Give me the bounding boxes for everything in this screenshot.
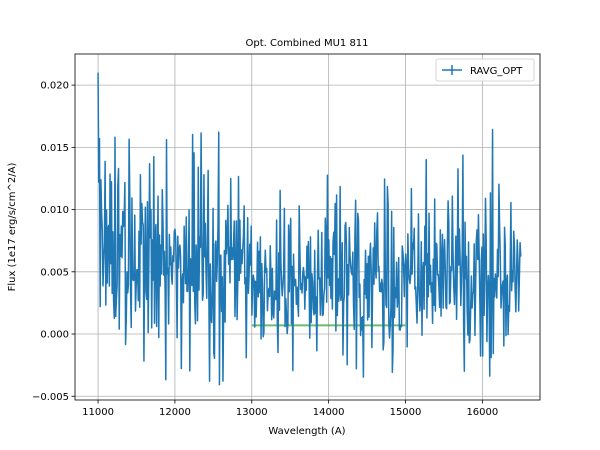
- series-layer: [97, 72, 522, 386]
- y-tick-label: 0.005: [40, 267, 69, 278]
- x-tick-label: 12000: [159, 407, 191, 418]
- y-tick-label: 0.000: [40, 330, 69, 341]
- x-tick-label: 15000: [390, 407, 422, 418]
- x-tick-label: 16000: [466, 407, 498, 418]
- legend-entry-ravg-opt: RAVG_OPT: [470, 66, 523, 77]
- y-tick-label: −0.005: [32, 392, 69, 403]
- x-axis-label: Wavelength (A): [268, 426, 345, 437]
- y-axis-label: Flux (1e17 erg/s/cm^2/A): [7, 163, 18, 292]
- series-line-ravg-opt: [97, 72, 522, 386]
- x-axis-ticks: 11000 12000 13000 14000 15000 16000: [82, 400, 498, 418]
- x-tick-label: 14000: [313, 407, 345, 418]
- legend-box: [435, 58, 535, 82]
- x-tick-label: 11000: [82, 407, 114, 418]
- plot-frame: [74, 53, 541, 401]
- legend: RAVG_OPT: [435, 58, 535, 82]
- y-axis-ticks: −0.005 0.000 0.005 0.010 0.015 0.020: [32, 81, 75, 403]
- chart-title: Opt. Combined MU1 811: [245, 38, 368, 49]
- y-tick-label: 0.020: [40, 81, 69, 92]
- y-tick-label: 0.015: [40, 143, 69, 154]
- x-tick-label: 13000: [236, 407, 268, 418]
- y-tick-label: 0.010: [40, 205, 69, 216]
